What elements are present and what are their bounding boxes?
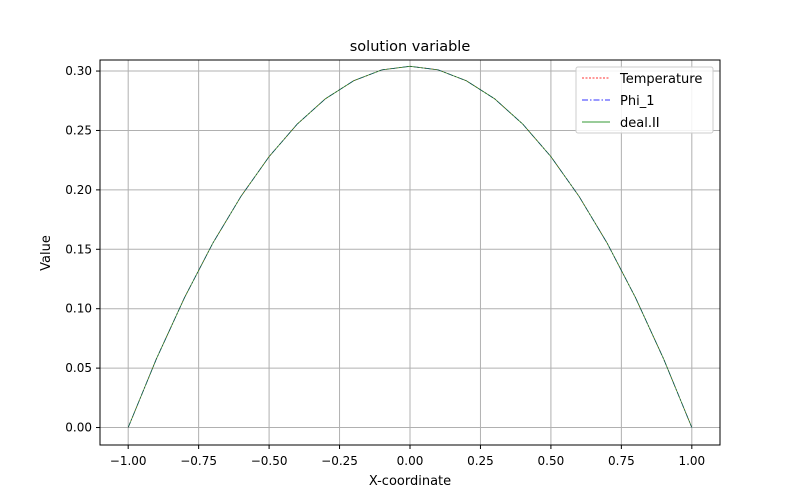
chart-title: solution variable (350, 39, 471, 55)
x-tick-label: −0.25 (321, 454, 358, 468)
x-axis-label: X-coordinate (369, 474, 451, 489)
y-tick-label: 0.30 (65, 64, 92, 78)
legend-label: deal.II (620, 116, 660, 131)
x-tick-label: 1.00 (678, 454, 705, 468)
legend-frame (575, 66, 714, 134)
x-tick-label: −0.75 (180, 454, 217, 468)
y-tick-label: 0.10 (65, 302, 92, 316)
y-tick-label: 0.20 (65, 183, 92, 197)
x-tick-label: 0.00 (397, 454, 424, 468)
x-tick-label: 0.50 (538, 454, 565, 468)
x-tick-label: −0.50 (251, 454, 288, 468)
grid (100, 60, 720, 445)
y-axis-label: Value (39, 235, 54, 271)
legend-label: Temperature (619, 72, 702, 87)
y-tick-label: 0.25 (65, 123, 92, 137)
x-tick-label: 0.25 (467, 454, 494, 468)
series-line-deal-ii (127, 65, 693, 428)
y-tick-label: 0.15 (65, 242, 92, 256)
y-tick-label: 0.05 (65, 361, 92, 375)
y-tick-label: 0.00 (65, 421, 92, 435)
x-tick-label: 0.75 (608, 454, 635, 468)
series-lines (127, 65, 693, 428)
x-tick-label: −1.00 (110, 454, 147, 468)
legend-label: Phi_1 (620, 94, 654, 109)
x-axis-ticks: −1.00 −0.75 −0.50 −0.25 0.00 0.25 0.50 0.75 1.00 (110, 445, 705, 468)
legend: Temperature Phi_1 deal.II (575, 66, 714, 134)
y-axis-ticks: 0.00 0.05 0.10 0.15 0.20 0.25 0.30 (65, 64, 100, 435)
